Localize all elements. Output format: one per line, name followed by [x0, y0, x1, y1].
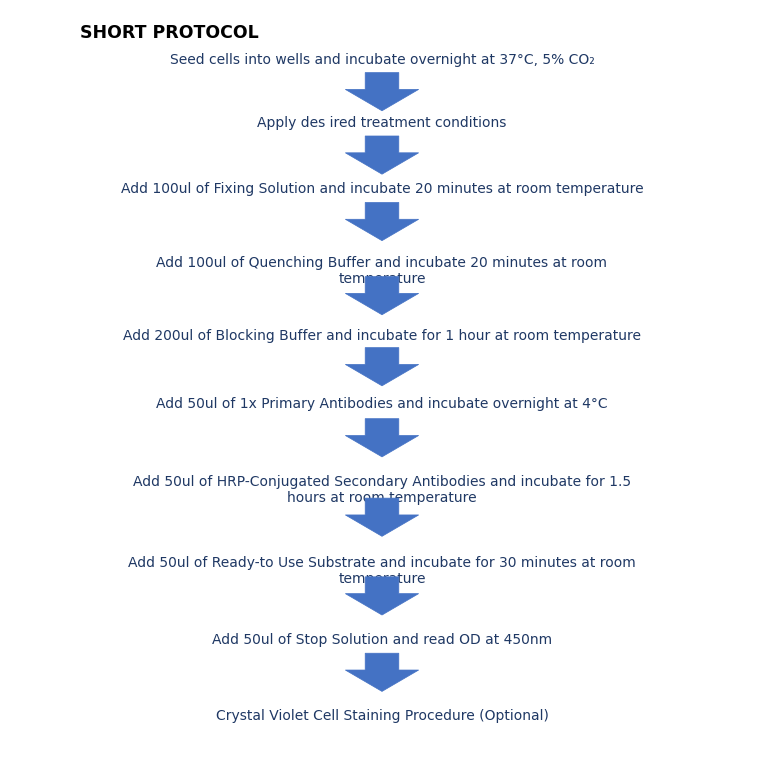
Polygon shape [345, 577, 419, 615]
Text: Add 200ul of Blocking Buffer and incubate for 1 hour at room temperature: Add 200ul of Blocking Buffer and incubat… [123, 329, 641, 342]
Text: Add 100ul of Fixing Solution and incubate 20 minutes at room temperature: Add 100ul of Fixing Solution and incubat… [121, 182, 643, 196]
Polygon shape [345, 277, 419, 315]
Text: Add 50ul of 1x Primary Antibodies and incubate overnight at 4°C: Add 50ul of 1x Primary Antibodies and in… [156, 397, 608, 411]
Text: Seed cells into wells and incubate overnight at 37°C, 5% CO₂: Seed cells into wells and incubate overn… [170, 53, 594, 67]
Text: Apply des ired treatment conditions: Apply des ired treatment conditions [257, 116, 507, 130]
Polygon shape [345, 202, 419, 241]
Text: Add 50ul of Stop Solution and read OD at 450nm: Add 50ul of Stop Solution and read OD at… [212, 633, 552, 646]
Polygon shape [345, 348, 419, 386]
Text: Add 50ul of Ready-to Use Substrate and incubate for 30 minutes at room
temperatu: Add 50ul of Ready-to Use Substrate and i… [128, 556, 636, 587]
Polygon shape [345, 136, 419, 174]
Text: Add 50ul of HRP-Conjugated Secondary Antibodies and incubate for 1.5
hours at ro: Add 50ul of HRP-Conjugated Secondary Ant… [133, 475, 631, 506]
Polygon shape [345, 498, 419, 536]
Text: SHORT PROTOCOL: SHORT PROTOCOL [80, 24, 259, 43]
Text: Crystal Violet Cell Staining Procedure (Optional): Crystal Violet Cell Staining Procedure (… [215, 709, 549, 723]
Polygon shape [345, 419, 419, 457]
Polygon shape [345, 653, 419, 691]
Text: Add 100ul of Quenching Buffer and incubate 20 minutes at room
temperature: Add 100ul of Quenching Buffer and incuba… [157, 256, 607, 286]
Polygon shape [345, 73, 419, 111]
